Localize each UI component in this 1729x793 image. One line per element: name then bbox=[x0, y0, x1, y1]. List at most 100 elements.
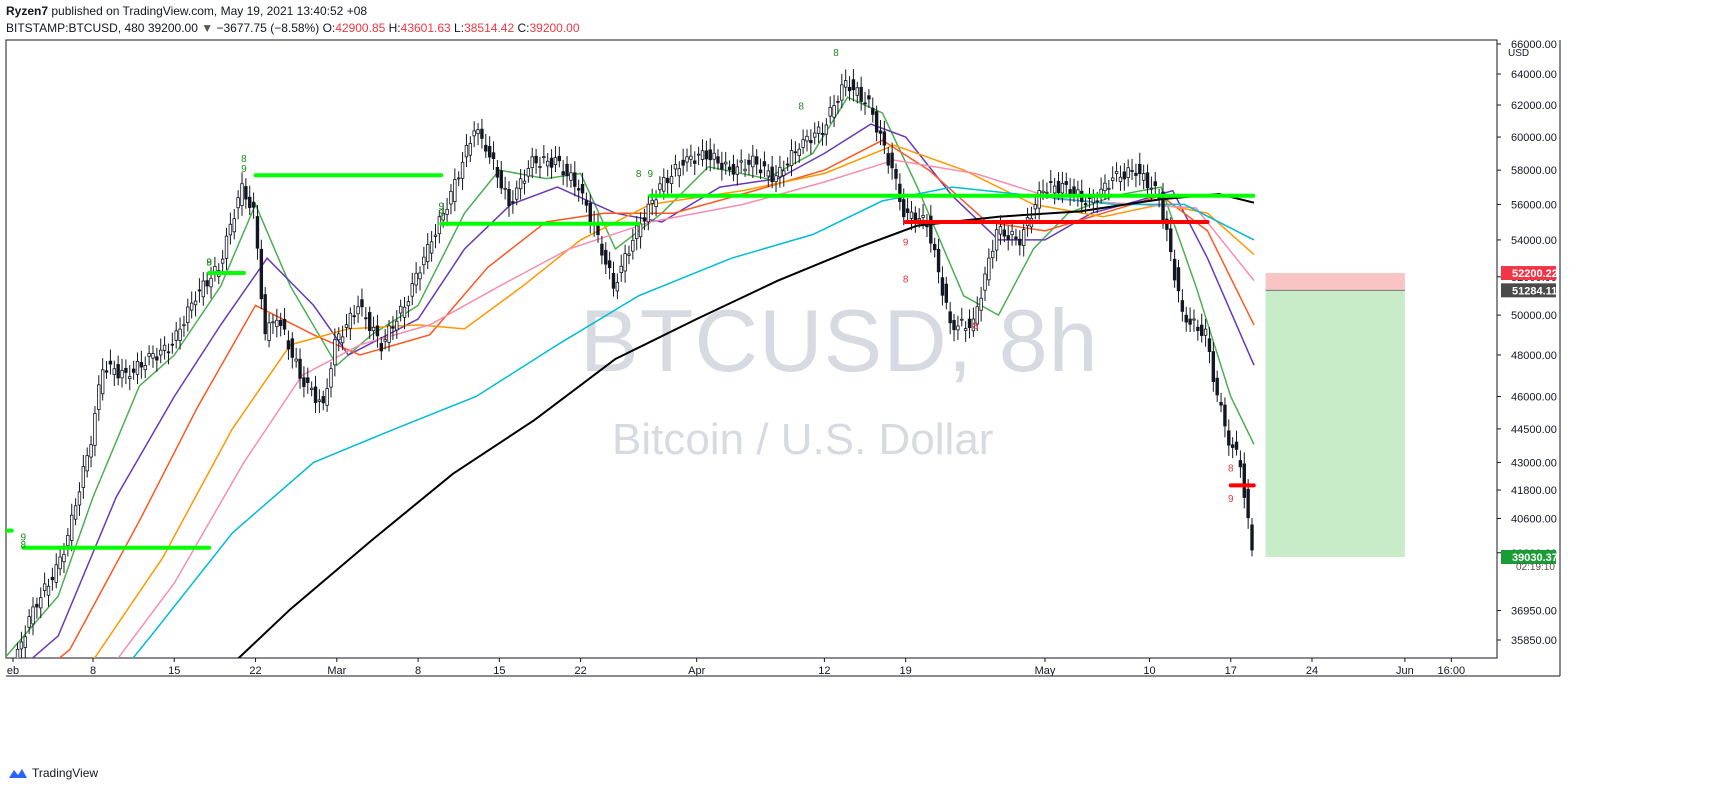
candle-body bbox=[1126, 167, 1130, 178]
candle-body bbox=[766, 170, 770, 177]
td-count-label: 9 bbox=[241, 164, 247, 175]
candle-body bbox=[952, 320, 956, 331]
candle-body bbox=[967, 318, 972, 328]
candle-body bbox=[406, 301, 411, 307]
candle-body bbox=[902, 199, 906, 218]
symbol-watermark: BTCUSD, 8h bbox=[580, 291, 1099, 390]
candle-body bbox=[929, 215, 933, 244]
candle-body bbox=[70, 514, 74, 541]
candle-body bbox=[735, 166, 740, 175]
candle-body bbox=[89, 444, 93, 458]
td-count-label: 8 bbox=[798, 102, 804, 113]
candle-body bbox=[1223, 404, 1227, 427]
y-tick-label: 36950.00 bbox=[1511, 605, 1557, 617]
candle-body bbox=[611, 272, 616, 289]
candle-body bbox=[669, 175, 674, 185]
candle-body bbox=[66, 535, 70, 546]
author-name[interactable]: Ryzen7 bbox=[6, 4, 49, 18]
candle-body bbox=[1172, 258, 1177, 281]
candle-body bbox=[635, 225, 639, 240]
candle-body bbox=[631, 239, 635, 252]
candle-body bbox=[460, 161, 465, 179]
y-tick-label: 50000.00 bbox=[1511, 310, 1557, 322]
candle-body bbox=[201, 280, 205, 298]
candle-body bbox=[743, 168, 747, 172]
tradingview-logo-icon bbox=[9, 769, 27, 778]
candle-body bbox=[302, 377, 306, 387]
candle-body bbox=[166, 351, 171, 354]
high-value: 43601.63 bbox=[400, 21, 451, 35]
open-label: O: bbox=[322, 21, 336, 35]
candle-body bbox=[747, 159, 751, 165]
candle-body bbox=[159, 349, 163, 356]
candle-body bbox=[395, 320, 399, 331]
candle-body bbox=[348, 312, 353, 329]
candle-body bbox=[1246, 488, 1250, 519]
candle-body bbox=[298, 358, 302, 379]
candle-body bbox=[673, 164, 678, 170]
td-count-label: 8 bbox=[21, 540, 27, 551]
candle-body bbox=[147, 353, 151, 357]
candle-body bbox=[557, 155, 562, 162]
candle-body bbox=[317, 399, 322, 402]
candle-body bbox=[267, 322, 271, 341]
candle-body bbox=[1006, 235, 1010, 240]
candle-body bbox=[186, 306, 190, 323]
td-count-label: 9 bbox=[647, 169, 653, 180]
candle-body bbox=[979, 297, 983, 311]
candle-body bbox=[1122, 171, 1127, 180]
candle-body bbox=[124, 367, 128, 373]
candle-body bbox=[623, 253, 627, 272]
y-tick-label: 44500.00 bbox=[1511, 424, 1557, 436]
candle-body bbox=[8, 682, 11, 683]
candle-body bbox=[700, 150, 705, 160]
candle-body bbox=[994, 229, 999, 251]
candle-body bbox=[329, 368, 333, 388]
candle-body bbox=[534, 155, 538, 164]
candle-body bbox=[859, 87, 863, 102]
candle-body bbox=[530, 156, 534, 168]
candle-body bbox=[205, 280, 209, 287]
candle-body bbox=[975, 306, 979, 325]
moving-average-line bbox=[132, 186, 1255, 658]
candle-body bbox=[371, 326, 376, 332]
candle-body bbox=[708, 149, 712, 161]
tradingview-logo[interactable]: TradingView bbox=[8, 766, 98, 780]
candle-body bbox=[1, 689, 4, 694]
candle-body bbox=[518, 178, 523, 190]
candle-body bbox=[108, 360, 113, 365]
candle-body bbox=[46, 585, 51, 596]
candle-body bbox=[654, 199, 658, 207]
candle-body bbox=[731, 163, 736, 175]
candle-body bbox=[1041, 190, 1045, 194]
candle-body bbox=[1068, 189, 1072, 195]
candle-body bbox=[15, 648, 20, 658]
candle-body bbox=[820, 132, 825, 135]
candle-body bbox=[1215, 377, 1219, 396]
candle-body bbox=[851, 79, 856, 91]
candle-body bbox=[882, 131, 887, 146]
candle-body bbox=[1118, 176, 1123, 183]
candle-body bbox=[263, 294, 267, 335]
candle-body bbox=[426, 244, 430, 262]
price-label: 51284.11 bbox=[1512, 285, 1557, 297]
candle-body bbox=[120, 370, 124, 379]
candle-body bbox=[1091, 197, 1096, 204]
price-label-box bbox=[1501, 549, 1556, 564]
candle-body bbox=[565, 163, 569, 177]
candle-body bbox=[398, 305, 403, 314]
candle-body bbox=[538, 166, 542, 168]
candle-body bbox=[178, 328, 182, 341]
y-tick-label: 48000.00 bbox=[1511, 350, 1557, 362]
publish-info: published on TradingView.com, May 19, 20… bbox=[51, 4, 368, 18]
candle-body bbox=[209, 277, 213, 288]
candle-body bbox=[793, 151, 798, 154]
candle-body bbox=[855, 87, 859, 96]
candle-body bbox=[1014, 236, 1018, 240]
candle-body bbox=[553, 157, 558, 166]
candle-body bbox=[770, 166, 774, 183]
candle-body bbox=[1138, 163, 1142, 175]
candle-body bbox=[1242, 463, 1246, 498]
candle-body bbox=[306, 377, 310, 383]
